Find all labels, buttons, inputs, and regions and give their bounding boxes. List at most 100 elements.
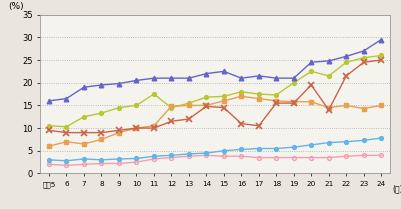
すり	[256, 97, 261, 100]
殺人	[256, 93, 261, 95]
殺人	[134, 104, 138, 107]
傷害	[81, 158, 86, 160]
Line: 詐欺: 詐欺	[46, 57, 383, 135]
すり	[221, 100, 226, 102]
傷害	[203, 152, 208, 154]
すり	[151, 125, 156, 127]
殺人	[168, 106, 173, 109]
すり	[64, 140, 69, 143]
すり	[168, 105, 173, 108]
すり	[238, 95, 243, 98]
ひったくり	[116, 82, 121, 85]
暴行	[343, 155, 348, 157]
暴行	[256, 156, 261, 159]
殺人	[116, 106, 121, 109]
すり	[343, 104, 348, 107]
ひったくり	[203, 72, 208, 75]
殺人	[221, 95, 226, 98]
ひったくり	[168, 77, 173, 79]
Line: 殺人: 殺人	[47, 54, 382, 129]
すり	[378, 104, 383, 107]
暴行	[47, 163, 51, 166]
すり	[116, 131, 121, 134]
殺人	[203, 96, 208, 98]
詐欺	[134, 127, 138, 129]
すり	[273, 100, 278, 102]
Text: (年): (年)	[392, 185, 401, 194]
詐欺	[378, 59, 383, 61]
詐欺	[151, 127, 156, 129]
ひったくり	[238, 77, 243, 79]
すり	[360, 107, 365, 110]
殺人	[360, 56, 365, 59]
詐欺	[64, 131, 69, 134]
詐欺	[326, 109, 330, 111]
傷害	[186, 153, 191, 155]
暴行	[81, 163, 86, 166]
傷害	[378, 137, 383, 139]
Text: (%): (%)	[9, 3, 24, 11]
暴行	[203, 154, 208, 157]
暴行	[308, 156, 313, 159]
すり	[134, 127, 138, 129]
殺人	[81, 116, 86, 118]
ひったくり	[273, 77, 278, 79]
傷害	[64, 159, 69, 162]
ひったくり	[308, 61, 313, 64]
殺人	[308, 70, 313, 73]
暴行	[186, 155, 191, 157]
傷害	[168, 154, 173, 157]
ひったくり	[343, 55, 348, 58]
傷害	[221, 149, 226, 152]
ひったくり	[151, 77, 156, 79]
詐欺	[238, 122, 243, 125]
すり	[81, 143, 86, 145]
ひったくり	[64, 97, 69, 100]
ひったくり	[186, 77, 191, 79]
詐欺	[47, 129, 51, 132]
暴行	[134, 161, 138, 163]
傷害	[238, 148, 243, 151]
暴行	[273, 156, 278, 159]
傷害	[116, 158, 121, 160]
詐欺	[221, 106, 226, 109]
ひったくり	[360, 50, 365, 52]
すり	[99, 138, 103, 141]
詐欺	[256, 125, 261, 127]
すり	[186, 104, 191, 107]
暴行	[291, 156, 296, 159]
詐欺	[168, 120, 173, 122]
傷害	[360, 139, 365, 141]
すり	[291, 101, 296, 103]
詐欺	[186, 118, 191, 120]
詐欺	[308, 84, 313, 86]
傷害	[151, 155, 156, 157]
殺人	[99, 112, 103, 114]
殺人	[343, 61, 348, 64]
殺人	[291, 82, 296, 84]
ひったくり	[291, 77, 296, 79]
ひったくり	[221, 70, 226, 73]
詐欺	[99, 131, 103, 134]
詐欺	[291, 102, 296, 104]
傷害	[99, 159, 103, 161]
すり	[308, 101, 313, 103]
暴行	[116, 162, 121, 165]
殺人	[47, 125, 51, 127]
暴行	[326, 156, 330, 159]
すり	[203, 104, 208, 107]
ひったくり	[256, 75, 261, 77]
詐欺	[81, 131, 86, 134]
Line: 傷害: 傷害	[47, 136, 382, 163]
暴行	[168, 156, 173, 159]
ひったくり	[47, 100, 51, 102]
すり	[47, 145, 51, 148]
詐欺	[203, 105, 208, 108]
Line: ひったくり: ひったくり	[47, 37, 383, 103]
殺人	[186, 102, 191, 104]
殺人	[238, 90, 243, 93]
傷害	[273, 147, 278, 150]
殺人	[378, 54, 383, 57]
詐欺	[273, 102, 278, 104]
殺人	[151, 93, 156, 95]
